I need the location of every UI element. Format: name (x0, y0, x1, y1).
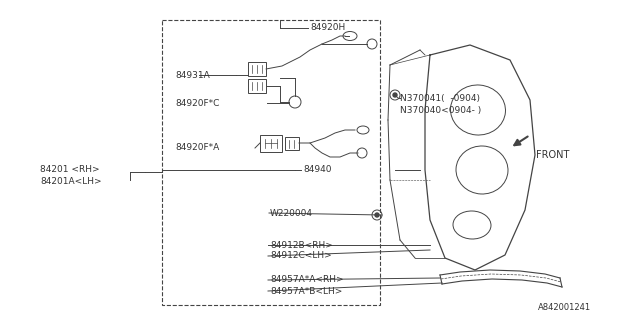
Bar (162, 20, 380, 305)
Text: N370041(  -0904): N370041( -0904) (400, 93, 480, 102)
Text: 84912C<LH>: 84912C<LH> (270, 252, 332, 260)
Bar (248, 79, 266, 93)
Circle shape (375, 213, 379, 217)
Text: A842001241: A842001241 (538, 303, 591, 313)
Bar (248, 62, 266, 76)
Text: FRONT: FRONT (536, 150, 570, 160)
Text: 84920F*A: 84920F*A (175, 143, 220, 153)
Text: 84912B<RH>: 84912B<RH> (270, 241, 333, 250)
Text: W220004: W220004 (270, 209, 313, 218)
Bar (285, 137, 299, 150)
Text: 84931A: 84931A (175, 70, 210, 79)
Circle shape (393, 93, 397, 97)
Text: 84920H: 84920H (310, 23, 345, 33)
Text: 84201 <RH>: 84201 <RH> (40, 165, 100, 174)
Text: 84957A*B<LH>: 84957A*B<LH> (270, 286, 342, 295)
Bar (260, 135, 282, 152)
Text: 84957A*A<RH>: 84957A*A<RH> (270, 276, 344, 284)
Text: N370040<0904- ): N370040<0904- ) (400, 106, 481, 115)
Text: 84920F*C: 84920F*C (175, 99, 220, 108)
Text: 84201A<LH>: 84201A<LH> (40, 177, 102, 186)
Text: 84940: 84940 (303, 165, 332, 174)
